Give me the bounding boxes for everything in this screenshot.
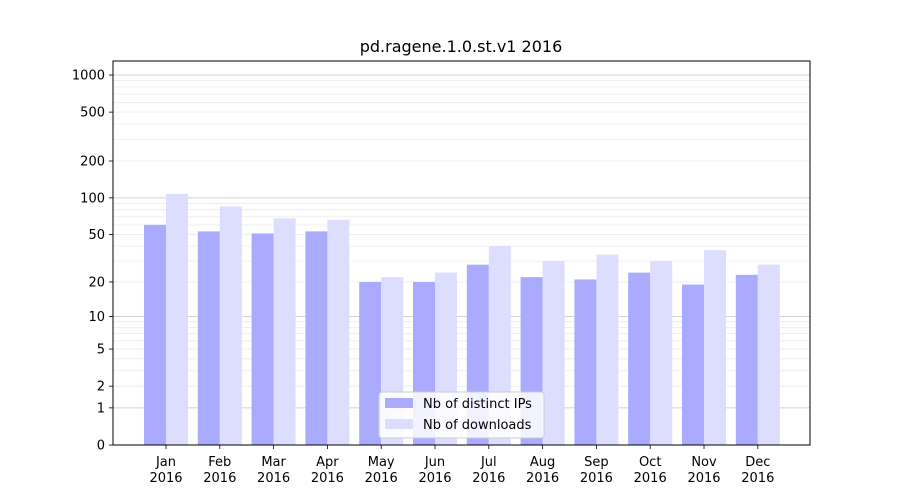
bar-downloads: [273, 218, 296, 445]
y-tick-label: 10: [88, 310, 105, 325]
bar-distinct-ips: [197, 231, 220, 445]
y-tick-label: 200: [80, 155, 105, 170]
x-tick-label: Jan 2016: [149, 455, 182, 486]
y-tick-label: 100: [80, 191, 105, 206]
bar-downloads: [542, 261, 565, 445]
x-tick-label: Feb 2016: [203, 455, 236, 486]
x-tick-label: Oct 2016: [634, 455, 667, 486]
y-tick-label: 500: [80, 106, 105, 121]
bar-downloads: [327, 219, 350, 445]
bar-distinct-ips: [305, 231, 328, 445]
x-tick-label: Apr 2016: [311, 455, 344, 486]
bar-distinct-ips: [735, 274, 758, 445]
legend: Nb of distinct IPs Nb of downloads: [378, 391, 545, 439]
chart-title: pd.ragene.1.0.st.v1 2016: [360, 37, 563, 56]
y-tick-label: 20: [88, 275, 105, 290]
x-tick-label: Aug 2016: [526, 455, 559, 486]
bar-downloads: [219, 206, 242, 445]
legend-swatch: [385, 398, 413, 408]
bar-distinct-ips: [144, 224, 166, 445]
bar-downloads: [704, 250, 726, 445]
x-tick-label: Jun 2016: [418, 455, 451, 486]
bar-distinct-ips: [628, 272, 651, 445]
x-tick-label: Nov 2016: [687, 455, 720, 486]
bar-downloads: [757, 264, 780, 445]
y-tick-label: 5: [97, 343, 105, 358]
y-tick-label: 1: [97, 401, 105, 416]
legend-label: Nb of downloads: [423, 418, 532, 433]
bar-distinct-ips: [574, 279, 597, 445]
y-tick-label: 0: [97, 439, 105, 454]
bar-distinct-ips: [251, 233, 274, 445]
y-axis: 0 1 2 5 10 20 50 100 200 500 1000: [72, 69, 113, 454]
bar-downloads: [650, 261, 673, 445]
legend-swatch: [385, 419, 413, 429]
y-tick-label: 50: [88, 228, 105, 243]
y-tick-label: 1000: [72, 69, 105, 84]
x-tick-label: Mar 2016: [257, 455, 290, 486]
bar-downloads: [596, 254, 619, 445]
legend-label: Nb of distinct IPs: [423, 397, 532, 412]
x-axis: Jan 2016 Feb 2016 Mar 2016 Apr 2016 May 2016 Jun 20…: [149, 445, 774, 486]
y-tick-label: 2: [97, 380, 105, 395]
x-tick-label: May 2016: [365, 455, 398, 486]
plot-frame: [112, 60, 811, 446]
x-tick-label: Jul 2016: [472, 455, 505, 486]
x-tick-label: Dec 2016: [741, 455, 774, 486]
legend-box: [378, 391, 545, 439]
bar-distinct-ips: [359, 281, 382, 445]
x-tick-label: Sep 2016: [580, 455, 613, 486]
bar-distinct-ips: [682, 284, 704, 445]
bar-downloads: [166, 193, 188, 445]
